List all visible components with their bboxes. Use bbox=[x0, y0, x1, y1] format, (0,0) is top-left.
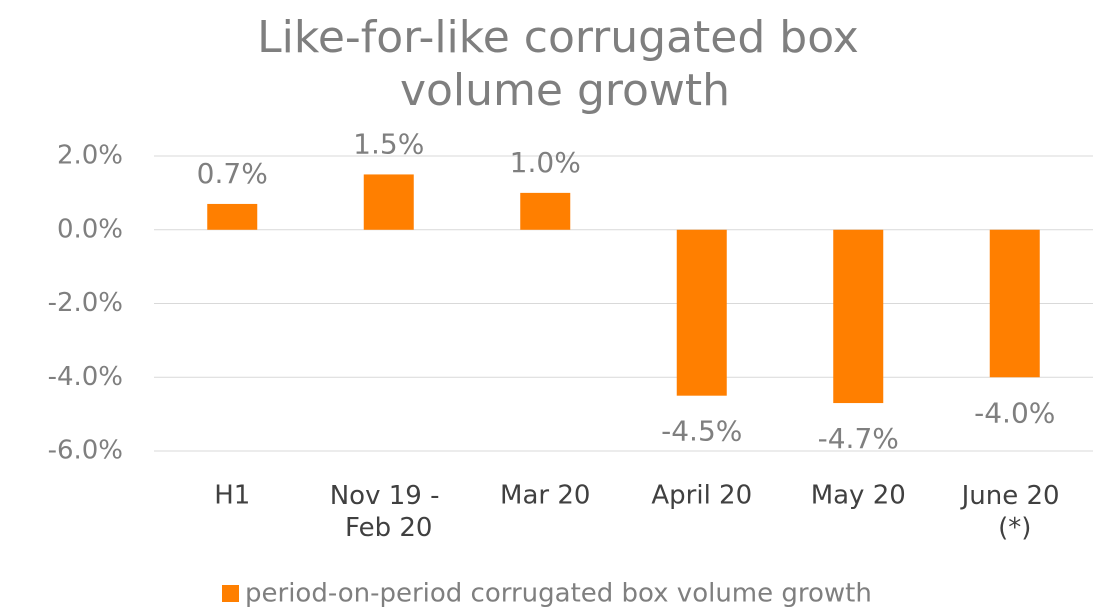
bar bbox=[676, 229, 727, 396]
bar bbox=[363, 174, 414, 230]
x-tick-label: H1 bbox=[214, 481, 250, 511]
value-label: 1.0% bbox=[510, 146, 581, 179]
y-tick-label: -4.0% bbox=[48, 362, 123, 392]
y-tick-label: -2.0% bbox=[48, 288, 123, 318]
value-label: -4.7% bbox=[818, 422, 899, 455]
y-tick-label: 0.0% bbox=[57, 214, 123, 244]
bar bbox=[833, 229, 884, 404]
x-tick-label: Mar 20 bbox=[500, 481, 590, 511]
x-tick-label: April 20 bbox=[651, 481, 752, 511]
chart-title: Like-for-like corrugated box volume grow… bbox=[257, 12, 873, 116]
y-tick-label: -6.0% bbox=[48, 436, 123, 466]
value-label: 0.7% bbox=[197, 157, 268, 190]
legend-label: period-on-period corrugated box volume g… bbox=[245, 579, 872, 609]
bar bbox=[207, 203, 258, 230]
x-tick-label: June 20 (*) bbox=[960, 481, 1068, 543]
x-tick-label: Nov 19 - Feb 20 bbox=[330, 481, 448, 543]
value-label: 1.5% bbox=[353, 127, 424, 160]
y-tick-label: 2.0% bbox=[57, 141, 123, 171]
x-tick-label: May 20 bbox=[811, 481, 906, 511]
legend-swatch bbox=[222, 585, 239, 602]
bar bbox=[989, 229, 1040, 378]
value-label: -4.0% bbox=[974, 396, 1055, 429]
value-label: -4.5% bbox=[661, 415, 742, 448]
bar bbox=[520, 192, 571, 230]
